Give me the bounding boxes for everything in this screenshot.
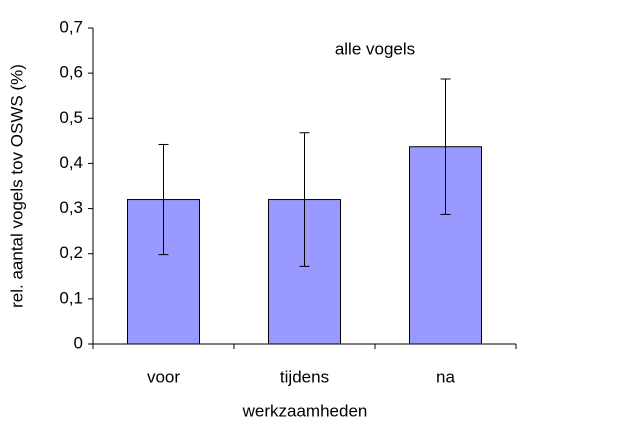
y-tick-label: 0,1: [59, 288, 83, 307]
y-axis-label: rel. aantal vogels tov OSWS (%): [7, 64, 26, 308]
y-tick-label: 0,2: [59, 243, 83, 262]
y-tick-label: 0,5: [59, 108, 83, 127]
y-tick-label: 0,7: [59, 17, 83, 36]
x-tick-label: tijdens: [280, 367, 329, 386]
y-tick-label: 0: [74, 333, 83, 352]
y-tick-label: 0,6: [59, 63, 83, 82]
x-tick-label: na: [436, 367, 455, 386]
y-tick-label: 0,4: [59, 153, 83, 172]
x-tick-label: voor: [147, 367, 180, 386]
x-axis-label: werkzaamheden: [242, 401, 368, 420]
chart-title: alle vogels: [335, 39, 415, 58]
y-tick-label: 0,3: [59, 198, 83, 217]
